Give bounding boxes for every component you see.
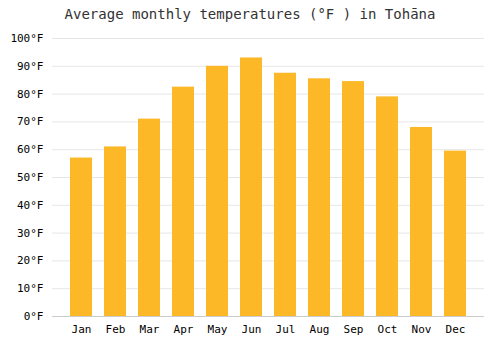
svg-text:Dec: Dec — [446, 323, 466, 336]
svg-text:70°F: 70°F — [17, 115, 44, 128]
svg-text:20°F: 20°F — [17, 254, 44, 267]
svg-text:Feb: Feb — [106, 323, 126, 336]
svg-text:Apr: Apr — [174, 323, 194, 336]
svg-text:Oct: Oct — [378, 323, 398, 336]
svg-text:50°F: 50°F — [17, 171, 44, 184]
svg-text:0°F: 0°F — [24, 310, 44, 323]
svg-text:40°F: 40°F — [17, 199, 44, 212]
svg-text:Sep: Sep — [344, 323, 364, 336]
svg-text:Jul: Jul — [276, 323, 296, 336]
svg-text:Jan: Jan — [72, 323, 92, 336]
svg-text:May: May — [208, 323, 228, 336]
html-text:Average monthly temperatures (: Average monthly temperatures (°F ) in To… — [64, 6, 436, 22]
svg-text:10°F: 10°F — [17, 282, 44, 295]
svg-text:Mar: Mar — [140, 323, 160, 336]
svg-text:Aug: Aug — [310, 323, 330, 336]
svg-text:100°F: 100°F — [10, 32, 43, 45]
svg-text:30°F: 30°F — [17, 227, 44, 240]
svg-text:Nov: Nov — [412, 323, 432, 336]
svg-text:80°F: 80°F — [17, 88, 44, 101]
svg-text:Jun: Jun — [242, 323, 262, 336]
svg-text:90°F: 90°F — [17, 60, 44, 73]
svg-text:60°F: 60°F — [17, 143, 44, 156]
